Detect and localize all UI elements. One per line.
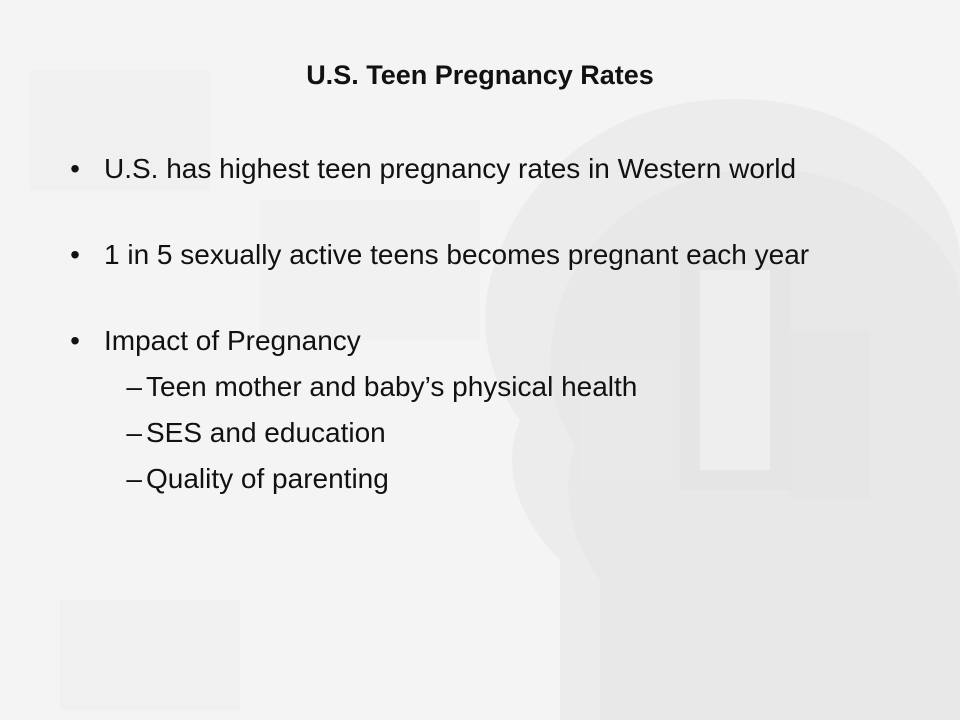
sub-bullet-list: – Teen mother and baby’s physical health… [104,370,880,496]
bullet-list: • U.S. has highest teen pregnancy rates … [60,152,880,496]
dash-marker: – [126,417,142,448]
sub-bullet-text: SES and education [146,417,386,448]
bullet-marker: • [70,239,80,270]
bullet-marker: • [70,325,80,356]
bullet-item: • U.S. has highest teen pregnancy rates … [60,152,880,186]
sub-bullet-item: – Quality of parenting [104,462,880,496]
bullet-text: Impact of Pregnancy [104,325,361,356]
slide-title: U.S. Teen Pregnancy Rates [306,60,654,90]
sub-bullet-text: Quality of parenting [146,463,389,494]
sub-bullet-text: Teen mother and baby’s physical health [146,371,638,402]
bullet-item: • Impact of Pregnancy – Teen mother and … [60,324,880,496]
dash-marker: – [126,463,142,494]
bullet-text: 1 in 5 sexually active teens becomes pre… [104,239,810,270]
dash-marker: – [126,371,142,402]
sub-bullet-item: – SES and education [104,416,880,450]
bullet-text: U.S. has highest teen pregnancy rates in… [104,153,797,184]
bullet-marker: • [70,153,80,184]
sub-bullet-item: – Teen mother and baby’s physical health [104,370,880,404]
bullet-item: • 1 in 5 sexually active teens becomes p… [60,238,880,272]
